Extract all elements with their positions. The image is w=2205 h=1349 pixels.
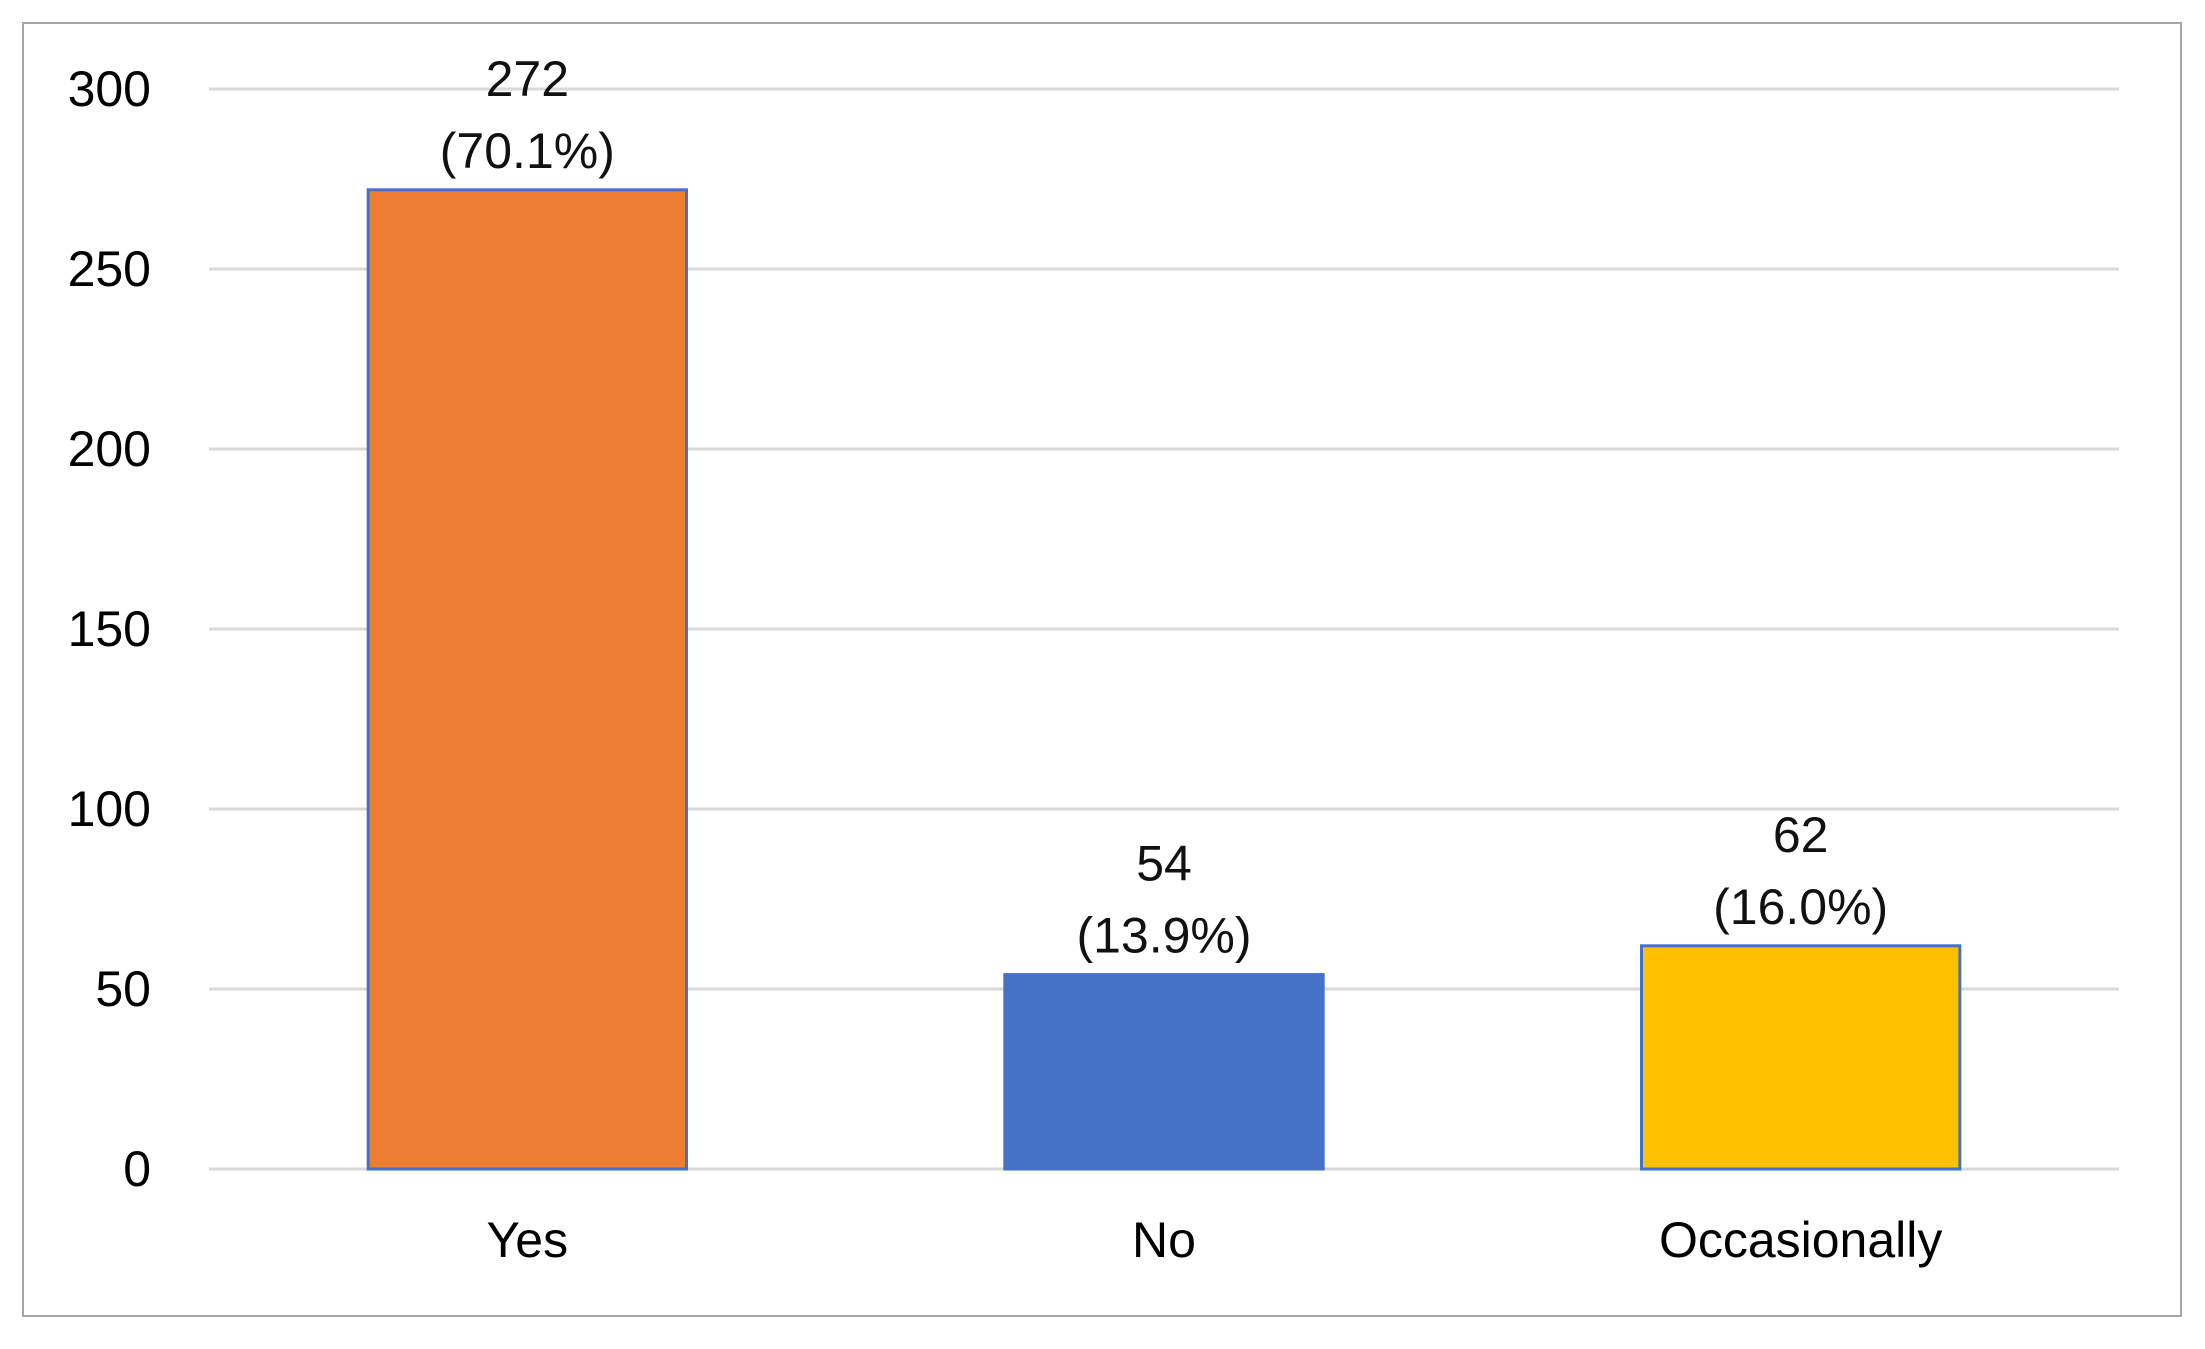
bar-yes (366, 188, 688, 1171)
y-axis-ticks: 0 50 100 150 200 250 300 (68, 61, 151, 1197)
y-tick-label-50: 50 (95, 961, 151, 1017)
data-label-yes-line-2: (70.1%) (440, 123, 615, 179)
x-axis-categories: Yes No Occasionally (487, 1212, 1943, 1268)
bar-no (1003, 973, 1325, 1171)
data-labels: 272 (70.1%) 54 (13.9%) 62 (16.0%) (440, 51, 1888, 964)
data-label-no-line-1: 54 (1136, 836, 1192, 892)
bar-occasionally (1640, 944, 1962, 1171)
bars (366, 188, 1962, 1171)
y-tick-label-200: 200 (68, 421, 151, 477)
y-tick-label-150: 150 (68, 601, 151, 657)
y-tick-label-300: 300 (68, 61, 151, 117)
data-label-no-line-2: (13.9%) (1076, 908, 1251, 964)
bar-chart: 0 50 100 150 200 250 300 272 (70.1%) 54 (13.9%) 62… (68, 51, 2119, 1268)
x-category-label-occasionally: Occasionally (1659, 1212, 1942, 1268)
x-category-label-yes: Yes (487, 1212, 569, 1268)
chart-frame: 0 50 100 150 200 250 300 272 (70.1%) 54 (13.9%) 62… (22, 22, 2182, 1317)
data-label-yes-line-1: 272 (486, 51, 569, 107)
data-label-occasionally-line-2: (16.0%) (1713, 879, 1888, 935)
y-tick-label-250: 250 (68, 241, 151, 297)
y-tick-label-0: 0 (123, 1141, 151, 1197)
data-label-occasionally-line-1: 62 (1773, 807, 1829, 863)
x-category-label-no: No (1132, 1212, 1196, 1268)
y-tick-label-100: 100 (68, 781, 151, 837)
